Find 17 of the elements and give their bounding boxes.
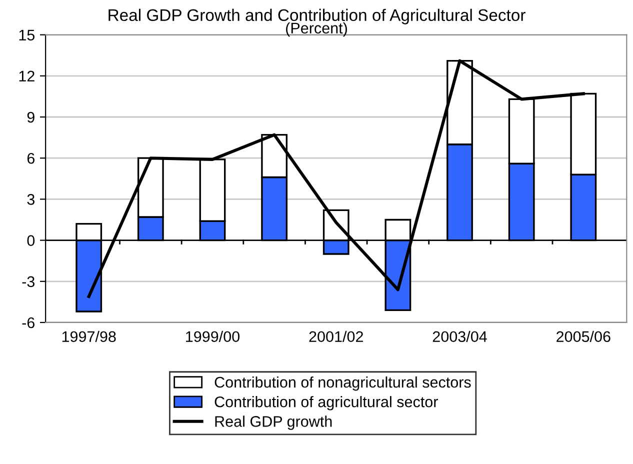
- x-tick-label: 1997/98: [62, 330, 116, 342]
- chart-subtitle: (Percent): [286, 22, 347, 37]
- legend-label: Real GDP growth: [215, 416, 332, 430]
- y-tick-label: 15: [19, 30, 35, 40]
- y-tick-label: -6: [22, 317, 34, 328]
- y-tick-label: 3: [27, 194, 34, 205]
- y-tick-label: -3: [22, 276, 34, 288]
- y-tick-label: 6: [27, 152, 34, 164]
- legend-label: Contribution of agricultural sector: [214, 396, 438, 410]
- x-tick-label: 1999/00: [186, 330, 240, 342]
- x-tick-label: 2001/02: [309, 330, 363, 342]
- y-tick-label: 12: [19, 70, 34, 82]
- x-tick-label: 2003/04: [432, 330, 487, 342]
- legend-label: Contribution of nonagricultural sectors: [214, 376, 471, 391]
- y-tick-label: 9: [27, 112, 34, 123]
- x-tick-label: 2005/06: [556, 330, 610, 342]
- y-tick-label: 0: [27, 235, 35, 246]
